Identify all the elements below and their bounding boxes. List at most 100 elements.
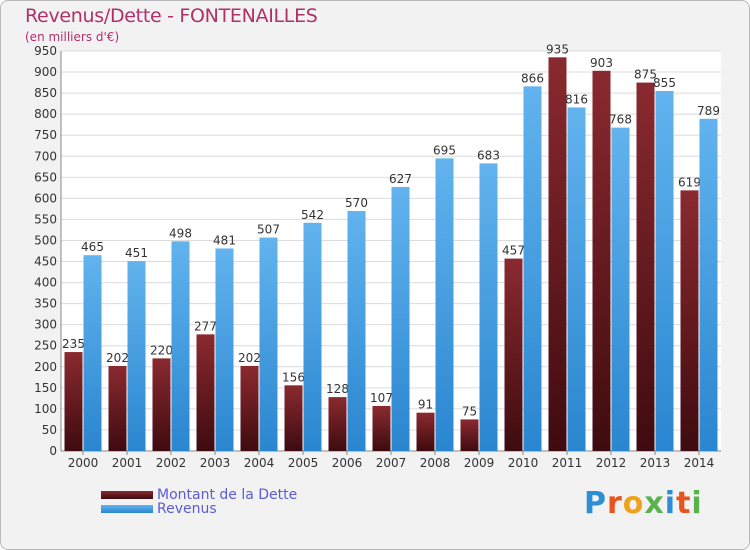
y-tick-label: 800 <box>34 107 57 121</box>
data-label-revenus: 570 <box>345 196 368 210</box>
bar-dette <box>240 365 259 451</box>
data-label-dette: 220 <box>150 343 173 357</box>
bar-revenus <box>479 163 498 451</box>
bar-dette <box>680 190 699 452</box>
data-label-revenus: 683 <box>477 148 500 162</box>
bar-dette <box>416 412 435 451</box>
legend-item-dette: Montant de la Dette <box>101 487 298 503</box>
data-label-revenus: 866 <box>521 71 544 85</box>
y-tick-label: 850 <box>34 86 57 100</box>
data-label-dette: 277 <box>194 319 217 333</box>
x-tick-label: 2000 <box>68 456 99 470</box>
logo-letter: i <box>691 486 703 521</box>
legend-item-revenus: Revenus <box>101 501 217 517</box>
data-label-dette: 619 <box>678 175 701 189</box>
logo-letter: x <box>644 486 665 521</box>
bar-revenus <box>83 255 102 451</box>
logo-letter: o <box>622 486 645 521</box>
y-tick-label: 50 <box>42 423 57 437</box>
data-label-dette: 202 <box>238 351 261 365</box>
y-tick-label: 250 <box>34 339 57 353</box>
bar-revenus <box>523 86 542 452</box>
data-label-revenus: 768 <box>609 113 632 127</box>
y-tick-label: 100 <box>34 402 57 416</box>
data-label-revenus: 627 <box>389 172 412 186</box>
y-tick-label: 900 <box>34 65 57 79</box>
bar-revenus <box>259 237 278 451</box>
logo-letter: P <box>584 486 607 521</box>
logo-letter: t <box>676 486 692 521</box>
y-tick-label: 300 <box>34 318 57 332</box>
data-label-revenus: 507 <box>257 223 280 237</box>
data-label-revenus: 695 <box>433 143 456 157</box>
data-label-dette: 935 <box>546 42 569 56</box>
x-tick-label: 2005 <box>288 456 319 470</box>
bar-dette <box>592 70 611 451</box>
x-tick-label: 2014 <box>684 456 715 470</box>
bar-revenus <box>699 118 718 451</box>
bar-revenus <box>611 127 630 451</box>
bar-dette <box>328 397 347 451</box>
chart-subtitle: (en milliers d'€) <box>25 30 120 44</box>
y-tick-label: 500 <box>34 233 57 247</box>
data-label-dette: 156 <box>282 370 305 384</box>
data-label-dette: 903 <box>590 56 613 70</box>
y-tick-label: 0 <box>49 444 57 458</box>
bar-revenus <box>303 222 322 451</box>
y-tick-label: 350 <box>34 297 57 311</box>
data-label-dette: 875 <box>634 68 657 82</box>
legend-swatch-dette <box>101 491 153 499</box>
bar-dette <box>196 334 215 451</box>
x-tick-label: 2013 <box>640 456 671 470</box>
bar-revenus <box>391 187 410 451</box>
data-label-revenus: 816 <box>565 92 588 106</box>
bar-revenus <box>347 211 366 451</box>
x-tick-label: 2001 <box>112 456 143 470</box>
logo-letter: r <box>607 486 623 521</box>
bar-revenus <box>567 107 586 451</box>
bar-dette <box>152 358 171 451</box>
data-label-dette: 202 <box>106 351 129 365</box>
y-tick-label: 150 <box>34 381 57 395</box>
bar-revenus <box>127 261 146 451</box>
data-label-revenus: 542 <box>301 208 324 222</box>
bar-revenus <box>171 241 190 451</box>
bar-dette <box>372 405 391 451</box>
y-tick-label: 400 <box>34 276 57 290</box>
y-tick-label: 450 <box>34 255 57 269</box>
y-tick-label: 550 <box>34 212 57 226</box>
x-tick-label: 2009 <box>464 456 495 470</box>
y-tick-label: 650 <box>34 170 57 184</box>
x-tick-label: 2004 <box>244 456 275 470</box>
y-tick-label: 750 <box>34 128 57 142</box>
y-tick-label: 600 <box>34 191 57 205</box>
bar-dette <box>504 258 523 451</box>
plot-area <box>61 51 721 451</box>
x-tick-label: 2003 <box>200 456 231 470</box>
x-tick-label: 2002 <box>156 456 187 470</box>
data-label-revenus: 451 <box>125 246 148 260</box>
legend-swatch-revenus <box>101 505 153 513</box>
data-label-dette: 235 <box>62 337 85 351</box>
logo-letter: i <box>664 486 677 521</box>
bar-dette <box>460 419 479 451</box>
data-label-dette: 91 <box>418 398 433 412</box>
y-tick-label: 950 <box>34 44 57 58</box>
legend-label-revenus: Revenus <box>157 501 217 517</box>
bar-dette <box>284 385 303 451</box>
data-label-revenus: 465 <box>81 240 104 254</box>
bar-dette <box>64 352 83 451</box>
bar-dette <box>548 57 567 451</box>
data-label-dette: 128 <box>326 382 349 396</box>
data-label-revenus: 789 <box>697 104 720 118</box>
x-tick-label: 2012 <box>596 456 627 470</box>
data-label-revenus: 481 <box>213 233 236 247</box>
bar-dette <box>636 82 655 451</box>
bar-revenus <box>655 91 674 451</box>
x-tick-label: 2006 <box>332 456 363 470</box>
data-label-revenus: 498 <box>169 226 192 240</box>
bar-dette <box>108 365 127 451</box>
chart-title: Revenus/Dette - FONTENAILLES <box>25 5 318 27</box>
legend-label-dette: Montant de la Dette <box>157 487 298 503</box>
